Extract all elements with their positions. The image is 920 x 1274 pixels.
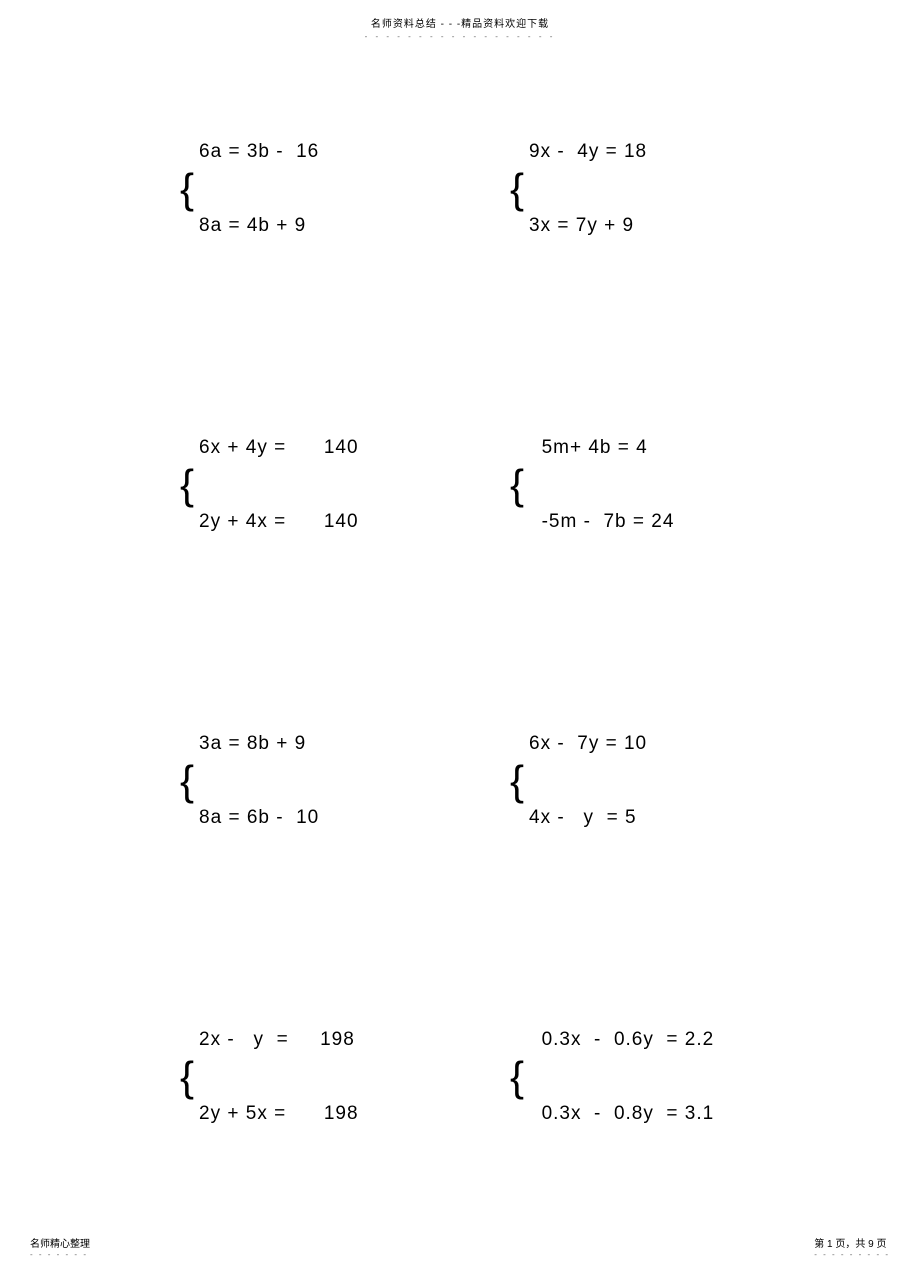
equation-group-2-right: { 5m+ 4b = 4 -5m - 7b = 24 — [510, 437, 674, 533]
equation-text: 0.3x - 0.6y = 2.2 — [529, 1029, 714, 1051]
equations-container: 6x + 4y = 140 2y + 4x = 140 — [199, 437, 359, 533]
brace-icon: { — [180, 464, 194, 506]
equation-row-4: { 2x - y = 198 2y + 5x = 198 { 0.3x - 0.… — [0, 1029, 920, 1125]
footer-left-text: 名师精心整理 — [30, 1235, 90, 1250]
equation-text: 4x - y = 5 — [529, 807, 647, 829]
page-footer: 名师精心整理 - - - - - - - 第 1 页，共 9 页 - - - -… — [0, 1235, 920, 1259]
equation-text: 5m+ 4b = 4 — [529, 437, 674, 459]
equation-text: -5m - 7b = 24 — [529, 511, 674, 533]
equation-text: 3a = 8b + 9 — [199, 733, 319, 755]
equations-container: 0.3x - 0.6y = 2.2 0.3x - 0.8y = 3.1 — [529, 1029, 714, 1125]
equation-group-4-right: { 0.3x - 0.6y = 2.2 0.3x - 0.8y = 3.1 — [510, 1029, 714, 1125]
equations-container: 3a = 8b + 9 8a = 6b - 10 — [199, 733, 319, 829]
equation-row-3: { 3a = 8b + 9 8a = 6b - 10 { 6x - 7y = 1… — [0, 733, 920, 829]
footer-left-dots: - - - - - - - — [30, 1250, 90, 1259]
header-dots: - - - - - - - - - - - - - - - - - - — [0, 32, 920, 41]
equation-group-1-left: { 6a = 3b - 16 8a = 4b + 9 — [180, 141, 510, 237]
equation-text: 6x + 4y = 140 — [199, 437, 359, 459]
equation-group-1-right: { 9x - 4y = 18 3x = 7y + 9 — [510, 141, 647, 237]
equation-text: 3x = 7y + 9 — [529, 215, 647, 237]
equation-text: 6x - 7y = 10 — [529, 733, 647, 755]
header-title: 名师资料总结 - - -精品资料欢迎下载 — [0, 15, 920, 30]
footer-left: 名师精心整理 - - - - - - - — [30, 1235, 90, 1259]
brace-icon: { — [180, 760, 194, 802]
equations-container: 9x - 4y = 18 3x = 7y + 9 — [529, 141, 647, 237]
brace-icon: { — [180, 1056, 194, 1098]
brace-icon: { — [510, 464, 524, 506]
equation-group-2-left: { 6x + 4y = 140 2y + 4x = 140 — [180, 437, 510, 533]
content-area: { 6a = 3b - 16 8a = 4b + 9 { 9x - 4y = 1… — [0, 41, 920, 1125]
equation-text: 2y + 4x = 140 — [199, 511, 359, 533]
equations-container: 5m+ 4b = 4 -5m - 7b = 24 — [529, 437, 674, 533]
equation-text: 0.3x - 0.8y = 3.1 — [529, 1103, 714, 1125]
equation-text: 2y + 5x = 198 — [199, 1103, 359, 1125]
equations-container: 6x - 7y = 10 4x - y = 5 — [529, 733, 647, 829]
equation-text: 6a = 3b - 16 — [199, 141, 319, 163]
equation-group-3-right: { 6x - 7y = 10 4x - y = 5 — [510, 733, 647, 829]
brace-icon: { — [510, 760, 524, 802]
page-header: 名师资料总结 - - -精品资料欢迎下载 - - - - - - - - - -… — [0, 0, 920, 41]
brace-icon: { — [180, 168, 194, 210]
equation-text: 8a = 4b + 9 — [199, 215, 319, 237]
footer-right: 第 1 页，共 9 页 - - - - - - - - - — [814, 1235, 890, 1259]
footer-right-dots: - - - - - - - - - — [814, 1250, 890, 1259]
equation-group-3-left: { 3a = 8b + 9 8a = 6b - 10 — [180, 733, 510, 829]
equations-container: 2x - y = 198 2y + 5x = 198 — [199, 1029, 359, 1125]
brace-icon: { — [510, 168, 524, 210]
equation-group-4-left: { 2x - y = 198 2y + 5x = 198 — [180, 1029, 510, 1125]
equation-text: 8a = 6b - 10 — [199, 807, 319, 829]
equation-row-1: { 6a = 3b - 16 8a = 4b + 9 { 9x - 4y = 1… — [0, 141, 920, 237]
footer-right-text: 第 1 页，共 9 页 — [814, 1235, 890, 1250]
equations-container: 6a = 3b - 16 8a = 4b + 9 — [199, 141, 319, 237]
equation-row-2: { 6x + 4y = 140 2y + 4x = 140 { 5m+ 4b =… — [0, 437, 920, 533]
brace-icon: { — [510, 1056, 524, 1098]
equation-text: 2x - y = 198 — [199, 1029, 359, 1051]
equation-text: 9x - 4y = 18 — [529, 141, 647, 163]
